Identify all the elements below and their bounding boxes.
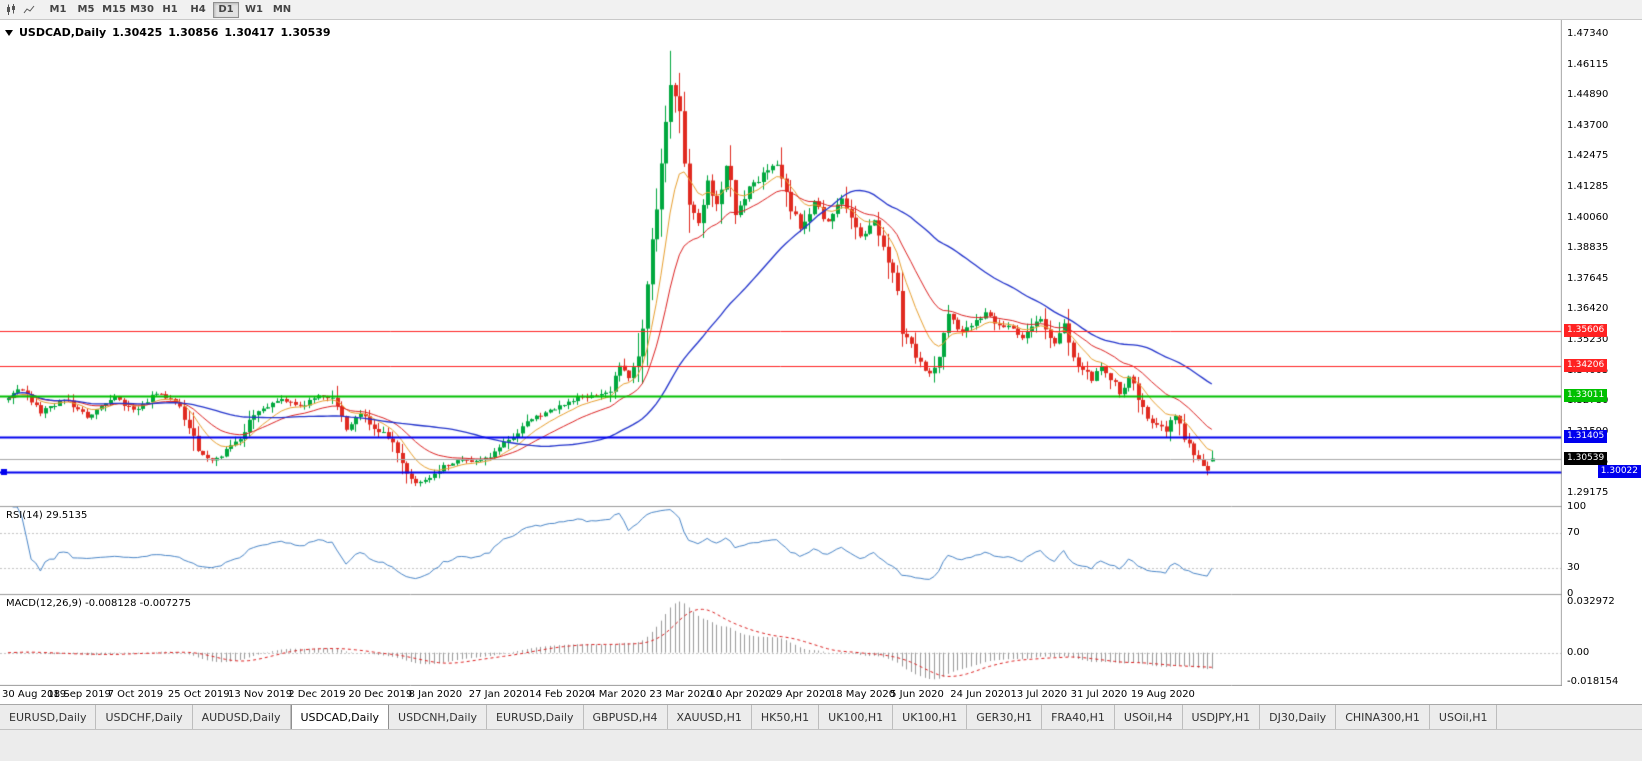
time-axis-label: 25 Oct 2019 <box>167 689 230 700</box>
time-axis-label: 29 Apr 2020 <box>769 689 832 700</box>
price-axis-tick: 1.47340 <box>1567 28 1609 39</box>
time-axis[interactable]: 30 Aug 2019 18 Sep 2019 7 Oct 2019 25 Oct 2… <box>0 686 1642 704</box>
chart-tab-uk100-h1[interactable]: UK100,H1 <box>893 705 968 729</box>
chart-tab-ger30-h1[interactable]: GER30,H1 <box>967 705 1043 729</box>
time-axis-label: 13 Jul 2020 <box>1010 689 1068 700</box>
price-chart-canvas[interactable] <box>0 20 1642 686</box>
price-axis-tick: 1.40060 <box>1567 211 1609 223</box>
ohlc-high: 1.30856 <box>168 26 219 39</box>
hline-price-tag: 1.31405 <box>1564 429 1608 443</box>
rsi-axis-label: 70 <box>1567 527 1580 539</box>
timeframe-button-h1[interactable]: H1 <box>157 2 183 18</box>
time-axis-label: 30 Aug 2019 <box>2 689 67 700</box>
chart-tab-gbpusd-h4[interactable]: GBPUSD,H4 <box>583 705 668 729</box>
time-axis-label: 7 Oct 2019 <box>107 689 164 700</box>
price-axis-tick: 1.44890 <box>1567 89 1609 101</box>
macd-axis-label: -0.018154 <box>1567 676 1619 688</box>
price-axis-tick: 1.41285 <box>1567 181 1609 192</box>
price-axis-tick: 1.43700 <box>1567 119 1609 131</box>
price-axis-tick: 1.36420 <box>1567 303 1609 315</box>
time-axis-label: 14 Feb 2020 <box>528 689 592 700</box>
macd-axis-label: 0.00 <box>1567 646 1590 658</box>
chart-tab-china300-h1[interactable]: CHINA300,H1 <box>1336 705 1430 729</box>
time-axis-label: 19 Aug 2020 <box>1130 689 1195 700</box>
timeframe-button-m1[interactable]: M1 <box>45 2 71 18</box>
ohlc-open: 1.30425 <box>112 26 163 39</box>
time-axis-label: 5 Jun 2020 <box>890 689 944 700</box>
timeframe-button-mn[interactable]: MN <box>269 2 295 18</box>
candlestick-chart-icon[interactable] <box>3 2 19 18</box>
chart-symbol-period: USDCAD,Daily <box>19 26 107 39</box>
chart-tab-usdjpy-h1[interactable]: USDJPY,H1 <box>1182 705 1261 729</box>
hline-price-tag: 1.33011 <box>1564 389 1608 403</box>
chart-tab-fra40-h1[interactable]: FRA40,H1 <box>1042 705 1115 729</box>
price-axis-tick: 1.35230 <box>1567 334 1609 345</box>
time-axis-label: 24 Jun 2020 <box>950 689 1011 700</box>
time-axis-label: 8 Jan 2020 <box>408 689 463 700</box>
macd-indicator-label: MACD(12,26,9) -0.008128 -0.007275 <box>6 598 191 609</box>
chart-dropdown-icon[interactable] <box>5 29 13 36</box>
hline-price-tag: 1.30022 <box>1597 464 1641 478</box>
price-axis-tick: 1.38835 <box>1567 242 1609 254</box>
time-axis-label: 23 Mar 2020 <box>649 689 713 700</box>
chart-tab-uk100-h1[interactable]: UK100,H1 <box>819 705 894 729</box>
chart-title: USDCAD,Daily 1.30425 1.30856 1.30417 1.3… <box>5 26 331 39</box>
chart-area: USDCAD,Daily 1.30425 1.30856 1.30417 1.3… <box>0 20 1642 688</box>
chart-tab-usoil-h1[interactable]: USOil,H1 <box>1429 705 1498 729</box>
time-axis-label: 2 Dec 2019 <box>288 689 346 700</box>
timeframe-button-m5[interactable]: M5 <box>73 2 99 18</box>
rsi-axis-label: 100 <box>1567 501 1587 512</box>
ohlc-low: 1.30417 <box>224 26 275 39</box>
chart-tab-eurusd-daily[interactable]: EURUSD,Daily <box>0 705 97 729</box>
time-axis-label: 18 May 2020 <box>829 689 896 700</box>
chart-tabs-row: EURUSD,Daily USDCHF,Daily AUDUSD,Daily USDC… <box>0 705 1642 730</box>
hline-price-tag: 1.34206 <box>1564 358 1608 372</box>
line-chart-icon[interactable] <box>21 2 37 18</box>
time-axis-label: 10 Apr 2020 <box>709 689 772 700</box>
chart-tab-usdchf-daily[interactable]: USDCHF,Daily <box>96 705 193 729</box>
timeframe-button-m15[interactable]: M15 <box>101 2 127 18</box>
timeframe-toolbar: M1 M5 M15 M30 H1 H4 D1 W1 MN <box>0 0 1642 20</box>
timeframe-buttons: M1 M5 M15 M30 H1 H4 D1 W1 MN <box>45 1 295 18</box>
ohlc-close: 1.30539 <box>280 26 331 39</box>
price-axis-tick: 1.42475 <box>1567 150 1609 162</box>
chart-tab-usdcad-daily[interactable]: USDCAD,Daily <box>290 705 390 729</box>
timeframe-button-d1[interactable]: D1 <box>213 1 239 18</box>
hline-price-tag: 1.35606 <box>1564 323 1608 337</box>
chart-tab-hk50-h1[interactable]: HK50,H1 <box>751 705 820 729</box>
rsi-axis-label: 30 <box>1567 561 1580 573</box>
macd-axis-label: 0.032972 <box>1567 596 1615 607</box>
time-axis-label: 4 Mar 2020 <box>589 689 647 700</box>
chart-tab-audusd-daily[interactable]: AUDUSD,Daily <box>192 705 291 729</box>
price-axis-tick: 1.29175 <box>1567 487 1609 498</box>
price-axis[interactable]: 1.47340 1.46115 1.44890 1.43700 1.42475 1.412… <box>1562 20 1642 688</box>
timeframe-button-h4[interactable]: H4 <box>185 2 211 18</box>
rsi-indicator-label: RSI(14) 29.5135 <box>6 510 88 521</box>
chart-tabs-bar: EURUSD,Daily USDCHF,Daily AUDUSD,Daily USDC… <box>0 704 1642 761</box>
timeframe-button-w1[interactable]: W1 <box>241 2 267 18</box>
chart-tab-xauusd-h1[interactable]: XAUUSD,H1 <box>667 705 752 729</box>
time-axis-label: 13 Nov 2019 <box>228 689 293 700</box>
time-axis-label: 18 Sep 2019 <box>47 689 111 700</box>
price-axis-tick: 1.46115 <box>1567 58 1609 70</box>
time-axis-label: 20 Dec 2019 <box>348 689 413 700</box>
rsi-axis-label: 0 <box>1567 588 1574 599</box>
chart-tab-usdcnh-daily[interactable]: USDCNH,Daily <box>389 705 488 729</box>
chart-tab-usoil-h4[interactable]: USOil,H4 <box>1114 705 1183 729</box>
chart-tab-dj30-daily[interactable]: DJ30,Daily <box>1260 705 1337 729</box>
timeframe-button-m30[interactable]: M30 <box>129 2 155 18</box>
chart-tab-eurusd-daily[interactable]: EURUSD,Daily <box>487 705 584 729</box>
time-axis-label: 31 Jul 2020 <box>1070 689 1128 700</box>
time-axis-label: 27 Jan 2020 <box>468 689 529 700</box>
price-axis-tick: 1.37645 <box>1567 272 1609 284</box>
current-price-tag: 1.30539 <box>1564 451 1608 465</box>
